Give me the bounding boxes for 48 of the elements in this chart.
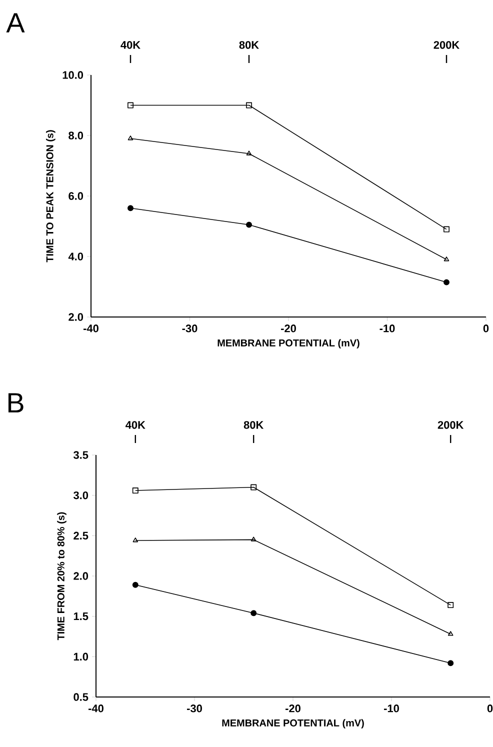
x-tick-label: -10 (380, 324, 395, 332)
point (246, 150, 252, 156)
text: 80K (239, 41, 259, 49)
point (250, 536, 256, 542)
y-tick-label: 2.5 (74, 532, 88, 540)
point (444, 226, 450, 232)
y-tick-label: 0.5 (74, 693, 88, 701)
point (448, 602, 454, 608)
x-axis-title: MEMBRANE POTENTIAL (mV) (218, 339, 360, 348)
y-tick-label: 1.0 (74, 652, 88, 661)
x-tick-label: -30 (182, 324, 198, 332)
point (448, 660, 454, 666)
text: 40K (120, 41, 140, 49)
x-tick-label: -20 (281, 324, 296, 332)
x-tick-label: 0 (487, 704, 493, 712)
x-tick-label: -40 (84, 324, 98, 332)
point (246, 222, 252, 228)
x-tick-label: -10 (384, 704, 399, 712)
y-axis-title: TIME FROM 20% to 80% (s) (57, 512, 66, 640)
y-tick-label: 3.0 (73, 491, 88, 500)
y-tick-label: 3.5 (73, 451, 88, 459)
text: 200K (434, 41, 460, 49)
point (132, 488, 138, 494)
text: 40K (126, 421, 146, 429)
text: 80K (244, 421, 264, 429)
point (250, 484, 257, 490)
point (128, 205, 134, 212)
y-tick-label: 8.0 (68, 132, 84, 140)
x-tick-label: -30 (187, 704, 202, 712)
point (444, 279, 450, 286)
x-tick-label: 0 (483, 324, 489, 332)
x-axis-title: MEMBRANE POTENTIAL (mV) (222, 719, 364, 728)
y-tick-label: 2.0 (68, 313, 84, 321)
y-tick-label: 4.0 (68, 252, 84, 260)
y-tick-label: 1.5 (74, 612, 88, 620)
y-tick-label: 2.0 (74, 572, 88, 580)
chart-title: A (6, 13, 25, 32)
y-tick-label: 6.0 (68, 192, 84, 200)
x-tick-label: -40 (88, 704, 104, 712)
point (246, 102, 252, 108)
point (250, 610, 257, 616)
chart-title: B (8, 393, 24, 412)
x-tick-label: -20 (286, 704, 300, 712)
point (132, 582, 138, 588)
text: 200K (438, 421, 464, 429)
point (128, 102, 134, 108)
y-axis-title: TIME TO PEAK TENSION (s) (46, 130, 56, 262)
y-tick-label: 10.0 (62, 71, 84, 79)
